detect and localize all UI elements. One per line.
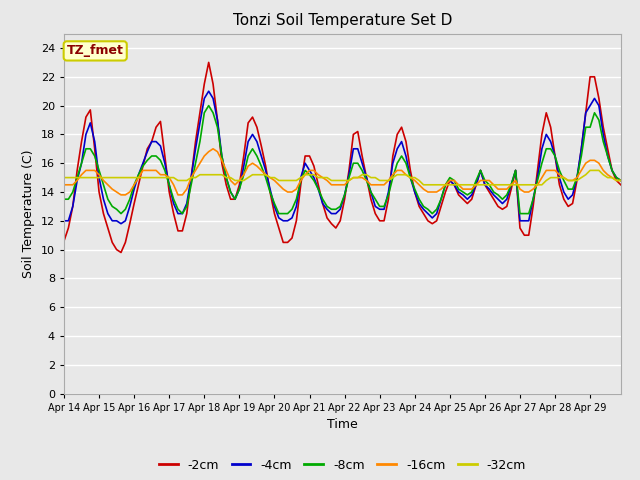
-32cm [543, 178, 550, 183]
-16cm [117, 192, 125, 198]
-2cm [60, 238, 68, 244]
-8cm [200, 110, 208, 116]
-4cm [600, 132, 607, 137]
-2cm [547, 124, 554, 130]
-32cm [60, 175, 68, 180]
Line: -32cm: -32cm [64, 170, 621, 185]
-32cm [196, 172, 204, 178]
-2cm [205, 60, 212, 65]
-4cm [547, 139, 554, 144]
-2cm [117, 250, 125, 255]
Line: -4cm: -4cm [64, 91, 621, 224]
-16cm [358, 175, 366, 180]
-16cm [617, 178, 625, 183]
Line: -2cm: -2cm [64, 62, 621, 252]
-32cm [349, 175, 357, 180]
-32cm [617, 178, 625, 183]
-16cm [547, 168, 554, 173]
-8cm [205, 103, 212, 108]
-8cm [297, 178, 305, 183]
-4cm [358, 160, 366, 166]
-2cm [200, 81, 208, 87]
-16cm [209, 146, 217, 152]
-8cm [275, 211, 283, 216]
Text: TZ_fmet: TZ_fmet [67, 44, 124, 58]
X-axis label: Time: Time [327, 418, 358, 431]
-4cm [297, 175, 305, 180]
Line: -16cm: -16cm [64, 149, 621, 195]
-16cm [60, 182, 68, 188]
-32cm [420, 182, 428, 188]
Legend: -2cm, -4cm, -8cm, -16cm, -32cm: -2cm, -4cm, -8cm, -16cm, -32cm [154, 454, 531, 477]
-8cm [547, 146, 554, 152]
-4cm [205, 88, 212, 94]
-32cm [600, 172, 607, 178]
-32cm [266, 175, 274, 180]
-8cm [600, 139, 607, 144]
-16cm [297, 178, 305, 183]
-2cm [617, 182, 625, 188]
-4cm [200, 96, 208, 101]
-4cm [117, 221, 125, 227]
-4cm [275, 215, 283, 221]
-8cm [358, 168, 366, 173]
Title: Tonzi Soil Temperature Set D: Tonzi Soil Temperature Set D [233, 13, 452, 28]
-4cm [617, 178, 625, 183]
-16cm [600, 168, 607, 173]
-8cm [617, 178, 625, 183]
-32cm [586, 168, 594, 173]
-2cm [275, 225, 283, 231]
-16cm [200, 153, 208, 159]
-8cm [60, 196, 68, 202]
Line: -8cm: -8cm [64, 106, 621, 214]
-2cm [600, 124, 607, 130]
Y-axis label: Soil Temperature (C): Soil Temperature (C) [22, 149, 35, 278]
-8cm [117, 211, 125, 216]
-16cm [275, 182, 283, 188]
-4cm [60, 218, 68, 224]
-2cm [297, 182, 305, 188]
-32cm [288, 178, 296, 183]
-2cm [358, 153, 366, 159]
